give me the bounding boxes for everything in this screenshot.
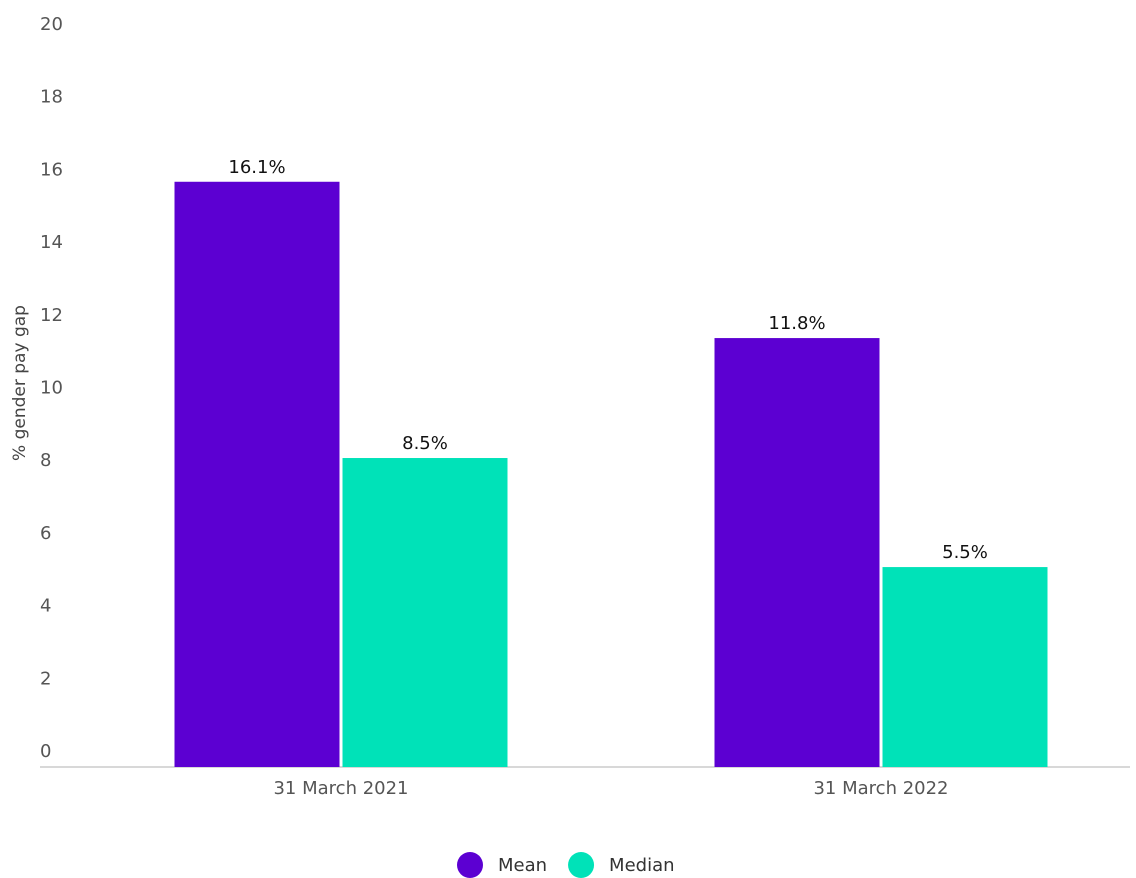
value-label: 5.5%	[942, 542, 988, 563]
legend-marker	[457, 852, 483, 878]
value-label: 16.1%	[228, 157, 285, 178]
y-tick-label: 0	[40, 741, 51, 762]
y-tick-label: 20	[40, 14, 63, 35]
y-tick-label: 10	[40, 378, 63, 399]
y-tick-label: 18	[40, 87, 63, 108]
legend-marker	[568, 852, 595, 878]
y-tick-label: 12	[40, 305, 63, 326]
x-tick-label: 31 March 2021	[273, 778, 408, 799]
y-tick-label: 14	[40, 232, 63, 253]
y-tick-label: 6	[40, 523, 51, 544]
bar	[714, 338, 880, 767]
bar	[342, 458, 508, 767]
x-tick-label: 31 March 2022	[813, 778, 948, 799]
y-tick-label: 8	[40, 450, 51, 471]
y-tick-label: 4	[40, 596, 51, 617]
y-axis-label: % gender pay gap	[10, 305, 30, 461]
legend-label: Mean	[498, 855, 547, 876]
bar	[882, 567, 1048, 767]
bar	[174, 181, 340, 767]
y-tick-label: 16	[40, 159, 63, 180]
legend-label: Median	[609, 855, 674, 876]
y-tick-label: 2	[40, 668, 51, 689]
value-label: 8.5%	[402, 433, 448, 454]
value-label: 11.8%	[768, 313, 825, 334]
